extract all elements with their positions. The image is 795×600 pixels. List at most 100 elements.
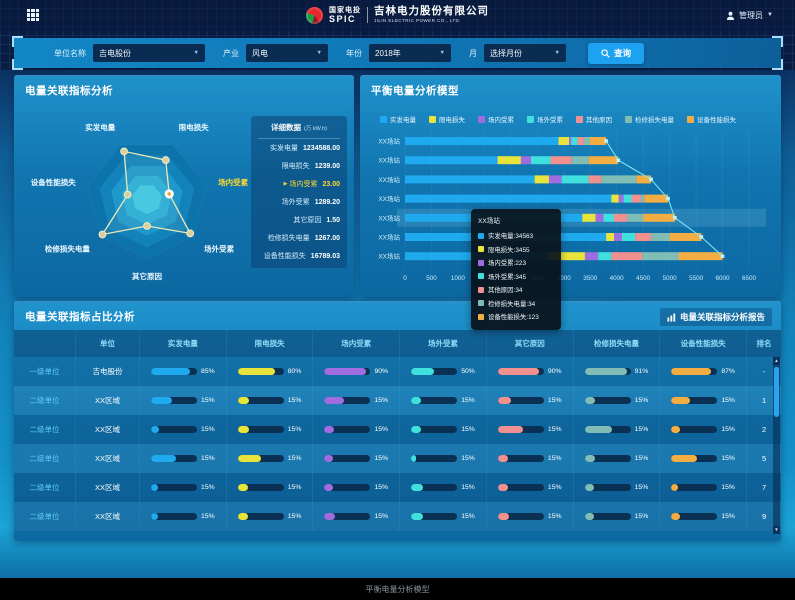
table-header-cell: 限电损失	[227, 330, 314, 357]
progress-track	[237, 513, 284, 520]
legend-item[interactable]: 其他原因	[576, 114, 612, 124]
table-header-cell: 其它原因	[487, 330, 574, 357]
apps-grid-icon[interactable]	[27, 9, 39, 21]
legend-item[interactable]: 限电损失	[429, 114, 465, 124]
table-row[interactable]: 二级单位 XX区域 15% 15% 15% 15% 15% 15% 15% 1	[14, 386, 781, 415]
legend-label: 实发电量	[390, 117, 416, 124]
progress-percent: 15%	[721, 513, 735, 520]
scroll-down-icon[interactable]: ▼	[773, 526, 780, 534]
row-level-label: 二级单位	[14, 386, 76, 415]
x-axis-tick: 4500	[636, 275, 651, 282]
detail-row[interactable]: 设备性能损失 16789.03	[258, 247, 340, 265]
bar-segment	[558, 137, 570, 145]
progress-percent: 15%	[721, 455, 735, 462]
month-select[interactable]: 选择月份 ▼	[484, 44, 566, 62]
progress-track	[411, 426, 458, 433]
legend-swatch	[625, 115, 632, 123]
tooltip-text: 限电损失:3455	[488, 246, 530, 254]
user-icon	[726, 11, 735, 20]
footer-text: 平衡电量分析模型	[365, 584, 430, 594]
detail-row[interactable]: 检修损失电量 1267.00	[258, 229, 340, 247]
bar-segment	[530, 156, 551, 165]
detail-label: 场外受累	[281, 199, 310, 206]
progress-cell: 15%	[574, 386, 661, 415]
progress-cell: 15%	[227, 502, 314, 531]
legend-item[interactable]: 设备性能损失	[687, 114, 736, 124]
tooltip-text: 场外受累:345	[488, 273, 527, 281]
legend-item[interactable]: 场内受累	[478, 114, 514, 124]
detail-label-wrap: 限电损失	[258, 161, 315, 171]
progress-fill	[324, 484, 333, 491]
year-filter-group: 年份 2018年 ▼	[346, 44, 451, 62]
detail-label-wrap: 其它原因	[258, 215, 326, 225]
year-select[interactable]: 2018年 ▼	[369, 44, 451, 62]
detail-value: 1239.00	[314, 162, 340, 170]
tooltip-swatch	[478, 259, 484, 266]
progress-cell: 15%	[227, 473, 314, 502]
progress-fill	[584, 368, 627, 375]
progress-track	[411, 484, 458, 491]
scroll-up-icon[interactable]: ▲	[773, 357, 780, 365]
report-link[interactable]: 电量关联指标分析报告	[659, 308, 772, 326]
tooltip-swatch	[478, 286, 484, 293]
industry-select[interactable]: 风电 ▼	[246, 44, 328, 62]
table-header-row: 单位 实发电量 限电损失 场内受累 场外受累 其它原因 检修损失电量 设备性能损失 排名	[14, 330, 781, 357]
row-unit-name: XX区域	[76, 473, 140, 502]
table-scrollbar[interactable]: ▲ ▼	[773, 357, 780, 534]
user-menu[interactable]: 管理员 ▼	[726, 0, 773, 30]
progress-fill	[411, 455, 416, 462]
progress-track	[151, 513, 198, 520]
progress-track	[324, 513, 371, 520]
detail-title: 详细数据	[271, 123, 302, 132]
bar-segment	[621, 233, 636, 241]
progress-percent: 15%	[287, 484, 302, 491]
stacked-bar-chart[interactable]: XX场站XX场站XX场站XX场站XX场站XX场站XX场站050010001500…	[366, 128, 775, 290]
highlight-arrow-icon: ▶	[283, 181, 288, 187]
table-row[interactable]: 二级单位 XX区域 15% 15% 15% 15% 15% 15% 15% 5	[14, 444, 781, 473]
tooltip-item: 设备性能损失:123	[478, 310, 554, 324]
table-row[interactable]: 二级单位 XX区域 15% 15% 15% 15% 15% 15% 15% 9	[14, 502, 781, 531]
x-axis-tick: 5000	[663, 275, 678, 282]
detail-row[interactable]: 场外受累 1289.20	[258, 193, 340, 211]
legend-item[interactable]: 实发电量	[380, 114, 416, 124]
bar-segment	[561, 175, 589, 184]
progress-track	[237, 368, 284, 375]
detail-row[interactable]: 限电损失 1239.00	[258, 157, 340, 175]
table-row[interactable]: 一级单位 吉电股份 85% 80% 90% 50% 90% 91% 87% -	[14, 357, 781, 386]
progress-cell: 15%	[487, 502, 574, 531]
legend-label: 设备性能损失	[697, 117, 736, 124]
legend-item[interactable]: 检修损失电量	[625, 114, 674, 124]
progress-cell: 15%	[227, 415, 314, 444]
table-row[interactable]: 二级单位 XX区域 15% 15% 15% 15% 15% 15% 15% 7	[14, 473, 781, 502]
progress-cell: 15%	[313, 502, 401, 531]
bar-segment	[550, 156, 572, 165]
progress-cell: 90%	[313, 357, 401, 386]
progress-percent: 15%	[461, 455, 475, 462]
progress-track	[671, 513, 718, 520]
progress-percent: 15%	[461, 513, 475, 520]
progress-track	[237, 484, 284, 491]
progress-cell: 15%	[400, 502, 487, 531]
progress-cell: 15%	[487, 386, 574, 415]
x-axis-tick: 1000	[451, 275, 466, 282]
radar-axis-label: 其它原因	[132, 271, 162, 281]
detail-row[interactable]: 实发电量 1234588.00	[258, 139, 340, 157]
progress-percent: 15%	[721, 397, 735, 404]
progress-cell: 85%	[140, 357, 227, 386]
unit-select[interactable]: 吉电股份 ▼	[93, 44, 205, 62]
x-axis-tick: 3000	[557, 275, 572, 282]
progress-cell: 90%	[487, 357, 574, 386]
scrollbar-thumb[interactable]	[774, 367, 779, 417]
query-button[interactable]: 查询	[588, 42, 645, 64]
legend-item[interactable]: 场外受累	[527, 114, 563, 124]
footer-bar: 平衡电量分析模型	[0, 578, 795, 600]
detail-row[interactable]: ▶ 场内受累 23.00	[258, 175, 340, 193]
progress-percent: 15%	[374, 455, 389, 462]
table-row[interactable]: 二级单位 XX区域 15% 15% 15% 15% 15% 15% 15% 2	[14, 415, 781, 444]
progress-fill	[584, 513, 594, 520]
progress-track	[151, 368, 198, 375]
detail-row[interactable]: 其它原因 1.50	[258, 211, 340, 229]
month-select-value: 选择月份	[490, 48, 522, 58]
bar-segment	[643, 213, 675, 222]
